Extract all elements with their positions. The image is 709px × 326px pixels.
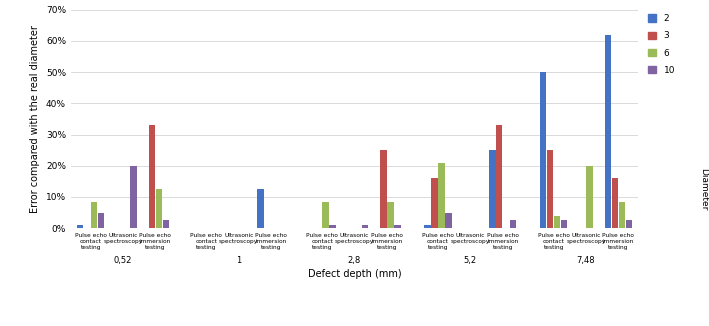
Text: 5,2: 5,2 <box>464 256 477 265</box>
Bar <box>547 150 554 228</box>
Bar <box>586 166 593 228</box>
Bar <box>438 163 445 228</box>
Bar <box>387 202 393 228</box>
Bar <box>130 166 137 228</box>
Bar <box>329 225 336 228</box>
Bar <box>257 189 264 228</box>
X-axis label: Defect depth (mm): Defect depth (mm) <box>308 269 401 279</box>
Bar <box>561 220 567 228</box>
Bar <box>618 202 625 228</box>
Bar <box>431 178 437 228</box>
Bar <box>625 220 632 228</box>
Bar <box>77 225 84 228</box>
Text: 2,8: 2,8 <box>348 256 361 265</box>
Text: Diameter: Diameter <box>700 168 708 210</box>
Bar <box>149 125 155 228</box>
Bar <box>554 216 560 228</box>
Text: 0,52: 0,52 <box>114 256 132 265</box>
Bar <box>362 225 368 228</box>
Text: 7,48: 7,48 <box>576 256 596 265</box>
Bar <box>162 220 169 228</box>
Bar <box>510 220 516 228</box>
Bar <box>612 178 618 228</box>
Bar <box>496 125 503 228</box>
Bar <box>424 225 431 228</box>
Bar <box>605 35 611 228</box>
Bar <box>155 189 162 228</box>
Bar <box>98 213 104 228</box>
Legend: 2, 3, 6, 10: 2, 3, 6, 10 <box>648 14 675 75</box>
Y-axis label: Error compared with the real diameter: Error compared with the real diameter <box>30 25 40 213</box>
Text: 1: 1 <box>236 256 241 265</box>
Bar <box>323 202 329 228</box>
Bar <box>91 202 97 228</box>
Bar <box>394 225 401 228</box>
Bar <box>540 72 547 228</box>
Bar <box>380 150 386 228</box>
Bar <box>489 150 496 228</box>
Bar <box>445 213 452 228</box>
